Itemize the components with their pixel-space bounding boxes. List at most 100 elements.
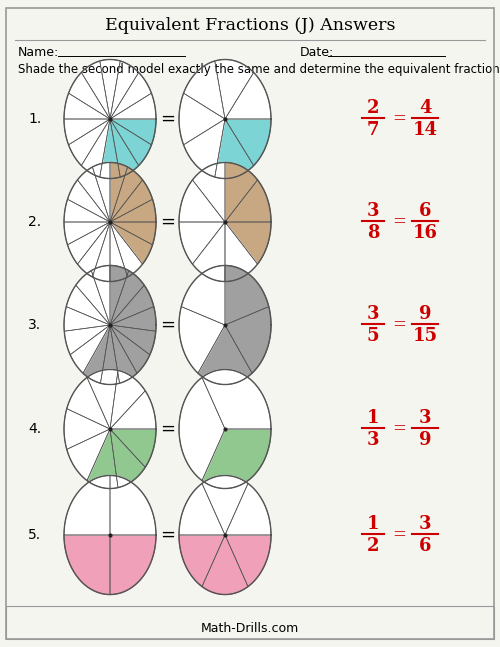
Text: =: = (392, 214, 406, 230)
Polygon shape (110, 119, 156, 145)
Text: 2: 2 (367, 99, 380, 117)
Text: =: = (160, 420, 176, 438)
Polygon shape (225, 535, 271, 587)
Polygon shape (202, 476, 248, 535)
Polygon shape (179, 93, 225, 145)
Polygon shape (66, 285, 110, 325)
Text: =: = (392, 527, 406, 543)
Polygon shape (76, 270, 110, 325)
Polygon shape (110, 307, 156, 331)
Polygon shape (67, 429, 110, 481)
Polygon shape (87, 369, 118, 429)
Text: =: = (392, 316, 406, 333)
Polygon shape (110, 325, 156, 355)
Polygon shape (82, 119, 110, 177)
Text: 5: 5 (366, 327, 380, 345)
Polygon shape (184, 61, 225, 119)
Polygon shape (92, 265, 110, 325)
Polygon shape (68, 119, 110, 166)
Text: 1.: 1. (28, 112, 41, 126)
Polygon shape (192, 162, 225, 222)
Text: 3: 3 (419, 515, 431, 533)
Text: Name:: Name: (18, 45, 59, 58)
Polygon shape (215, 60, 254, 119)
Polygon shape (179, 377, 225, 481)
Text: 2.: 2. (28, 215, 41, 229)
Polygon shape (64, 409, 110, 450)
Polygon shape (225, 265, 268, 325)
Polygon shape (225, 119, 271, 166)
Text: Shade the second model exactly the same and determine the equivalent fractions.: Shade the second model exactly the same … (18, 63, 500, 76)
Text: 4.: 4. (28, 422, 41, 436)
Text: =: = (160, 316, 176, 334)
Polygon shape (110, 391, 156, 429)
Text: 6: 6 (419, 202, 431, 220)
Text: 3: 3 (367, 202, 380, 220)
Polygon shape (202, 429, 271, 488)
Polygon shape (182, 265, 225, 325)
Text: 1: 1 (367, 515, 380, 533)
Polygon shape (179, 483, 225, 535)
Polygon shape (110, 162, 128, 222)
Polygon shape (225, 222, 271, 264)
Text: 3: 3 (367, 305, 380, 323)
Polygon shape (110, 285, 154, 325)
Polygon shape (68, 180, 110, 222)
Polygon shape (78, 222, 110, 277)
Polygon shape (110, 325, 137, 383)
Text: Math-Drills.com: Math-Drills.com (201, 622, 299, 635)
Text: Date:: Date: (300, 45, 334, 58)
Polygon shape (110, 429, 145, 488)
Polygon shape (100, 60, 120, 119)
Polygon shape (110, 167, 142, 222)
Polygon shape (110, 180, 152, 222)
Polygon shape (64, 325, 110, 355)
Polygon shape (110, 119, 152, 166)
Text: 15: 15 (412, 327, 438, 345)
Polygon shape (100, 119, 120, 179)
Polygon shape (110, 222, 142, 277)
Text: 9: 9 (419, 431, 431, 449)
Polygon shape (67, 377, 110, 429)
Polygon shape (110, 222, 156, 245)
Polygon shape (82, 61, 110, 119)
Polygon shape (110, 222, 152, 264)
Polygon shape (225, 307, 271, 373)
Polygon shape (179, 307, 225, 373)
Polygon shape (64, 222, 110, 245)
Polygon shape (110, 370, 145, 429)
Polygon shape (225, 180, 271, 222)
Text: =: = (392, 111, 406, 127)
Polygon shape (92, 222, 110, 281)
Text: 14: 14 (412, 121, 438, 139)
Polygon shape (110, 270, 144, 325)
Polygon shape (198, 325, 252, 384)
Text: 9: 9 (419, 305, 431, 323)
Polygon shape (110, 265, 128, 325)
Polygon shape (64, 307, 110, 331)
Polygon shape (225, 162, 258, 222)
Polygon shape (68, 72, 110, 119)
Polygon shape (225, 483, 271, 535)
Polygon shape (64, 199, 110, 222)
Polygon shape (202, 369, 271, 429)
Polygon shape (83, 325, 110, 383)
Text: 3: 3 (419, 409, 431, 427)
Text: =: = (160, 526, 176, 544)
Text: Equivalent Fractions (J) Answers: Equivalent Fractions (J) Answers (105, 17, 395, 34)
Polygon shape (179, 222, 225, 264)
Polygon shape (110, 61, 138, 119)
Polygon shape (192, 222, 225, 281)
Polygon shape (64, 93, 110, 119)
Polygon shape (70, 325, 110, 373)
Text: 16: 16 (412, 224, 438, 242)
Polygon shape (179, 535, 225, 587)
Polygon shape (64, 476, 110, 535)
Text: 8: 8 (367, 224, 380, 242)
Polygon shape (68, 222, 110, 264)
Polygon shape (225, 222, 258, 281)
Polygon shape (215, 119, 254, 179)
Polygon shape (202, 535, 248, 595)
Text: 3: 3 (367, 431, 380, 449)
Polygon shape (110, 222, 128, 281)
